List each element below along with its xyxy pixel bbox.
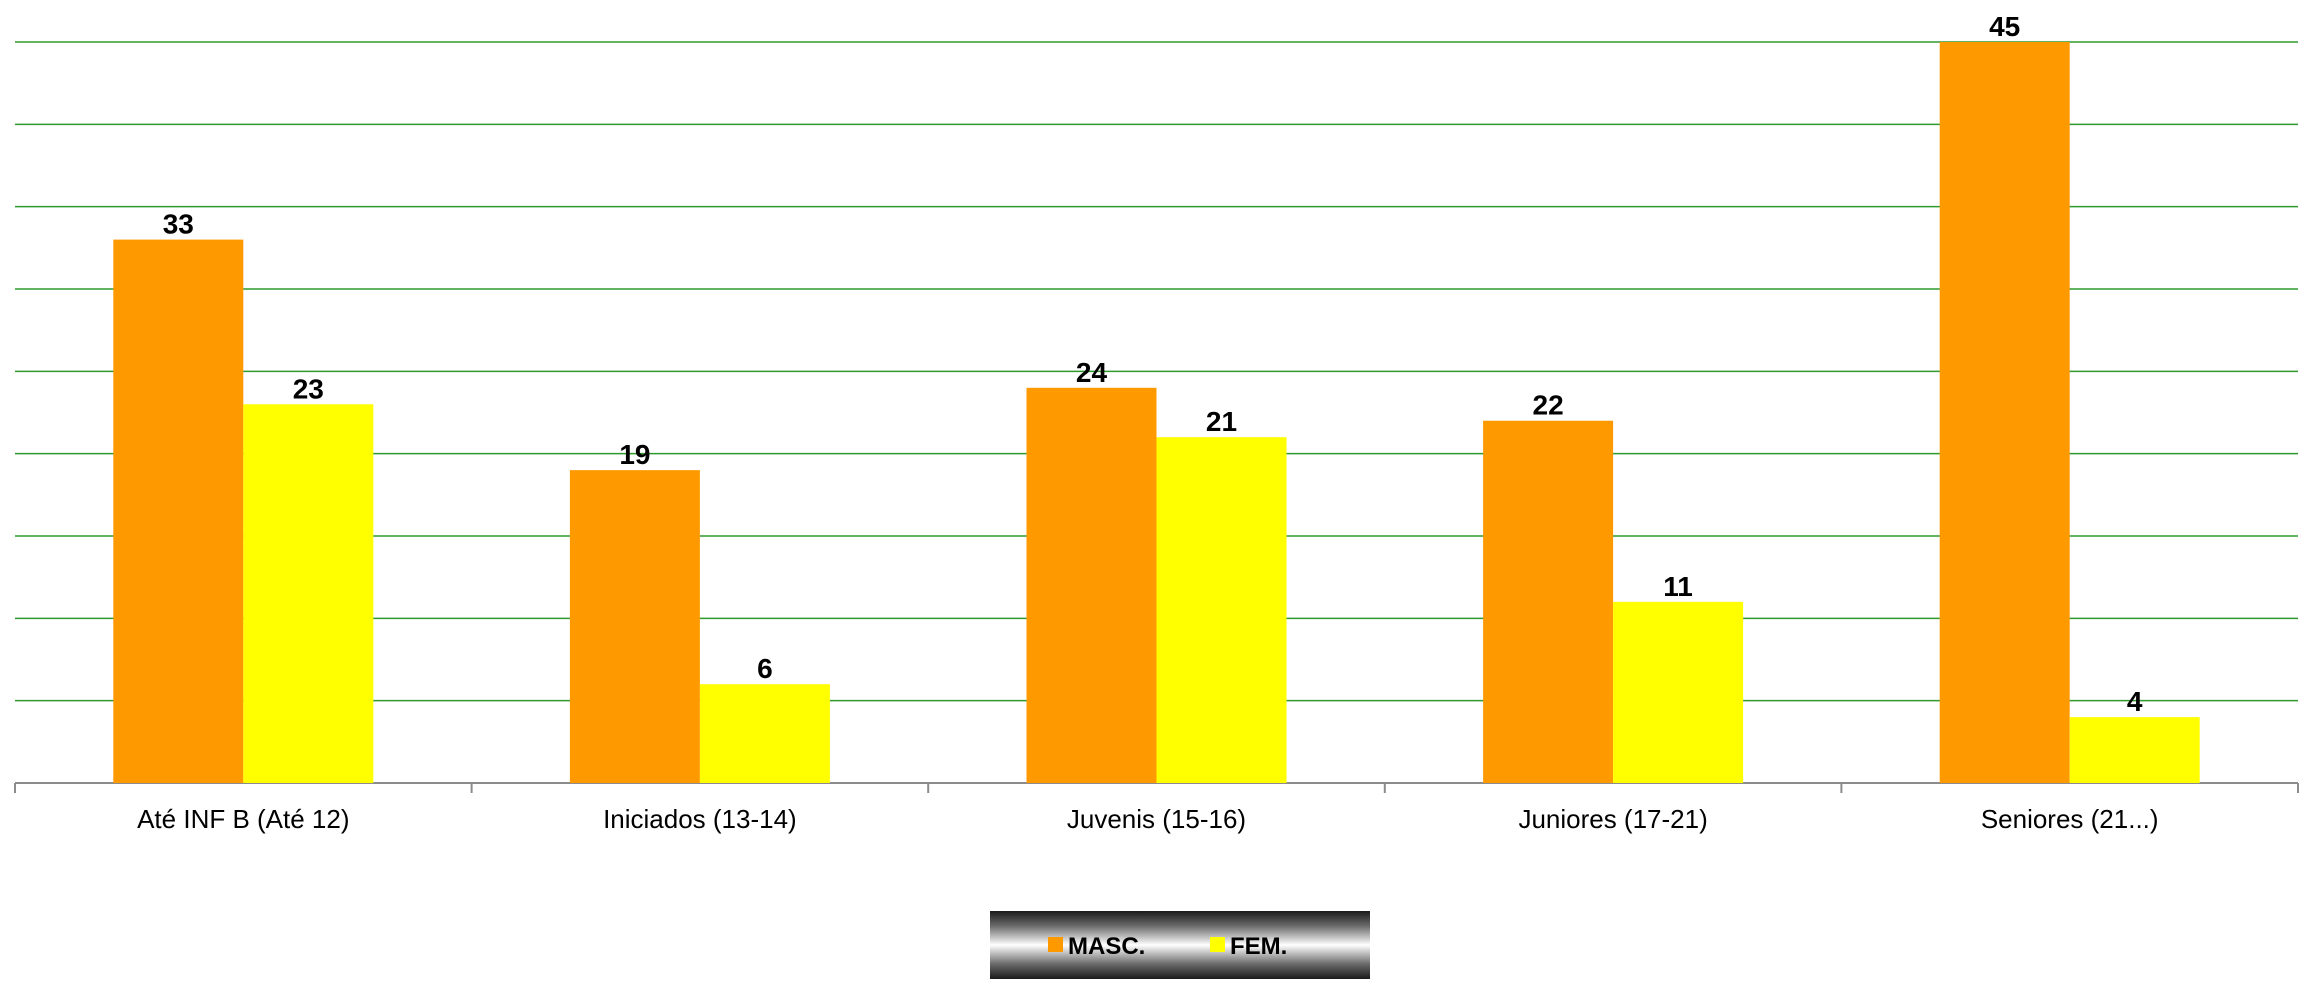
bar-fem-1: [699, 684, 830, 783]
bar-masc-0: [113, 239, 244, 784]
data-label: 24: [1076, 357, 1108, 388]
x-tick-label: Juvenis (15-16): [1067, 804, 1246, 834]
legend-box: [990, 911, 1370, 979]
data-label: 11: [1663, 571, 1693, 602]
data-labels: 33 23 19 6 24 21 22 11 45 4: [163, 11, 2143, 717]
bar-masc-2: [1026, 387, 1157, 783]
data-label: 33: [163, 209, 194, 240]
data-label: 23: [293, 373, 324, 404]
x-tick-labels: Até INF B (Até 12) Iniciados (13-14) Juven…: [137, 804, 2158, 834]
data-label: 4: [2127, 686, 2143, 717]
legend-label: MASC.: [1068, 933, 1145, 960]
bar-masc-4: [1939, 42, 2070, 783]
legend-swatch: [1210, 937, 1225, 952]
x-tick-label: Iniciados (13-14): [603, 804, 797, 834]
legend: MASC. FEM.: [990, 911, 1370, 979]
bar-fem-4: [2069, 717, 2200, 783]
bar-fem-2: [1156, 437, 1287, 783]
x-axis: [14, 782, 2299, 793]
x-tick-label: Juniores (17-21): [1518, 804, 1707, 834]
bar-fem-0: [243, 404, 374, 783]
data-label: 45: [1989, 11, 2020, 42]
data-label: 21: [1206, 406, 1237, 437]
bar-masc-3: [1483, 420, 1614, 783]
bar-fem-3: [1613, 601, 1744, 783]
data-label: 6: [757, 653, 773, 684]
data-label: 22: [1533, 390, 1564, 421]
legend-label: FEM.: [1230, 933, 1287, 960]
data-label: 19: [619, 439, 650, 470]
x-tick-label: Até INF B (Até 12): [137, 804, 349, 834]
bars: [113, 42, 2200, 784]
x-tick-label: Seniores (21...): [1981, 804, 2159, 834]
bar-masc-1: [569, 470, 700, 783]
legend-swatch: [1048, 937, 1063, 952]
